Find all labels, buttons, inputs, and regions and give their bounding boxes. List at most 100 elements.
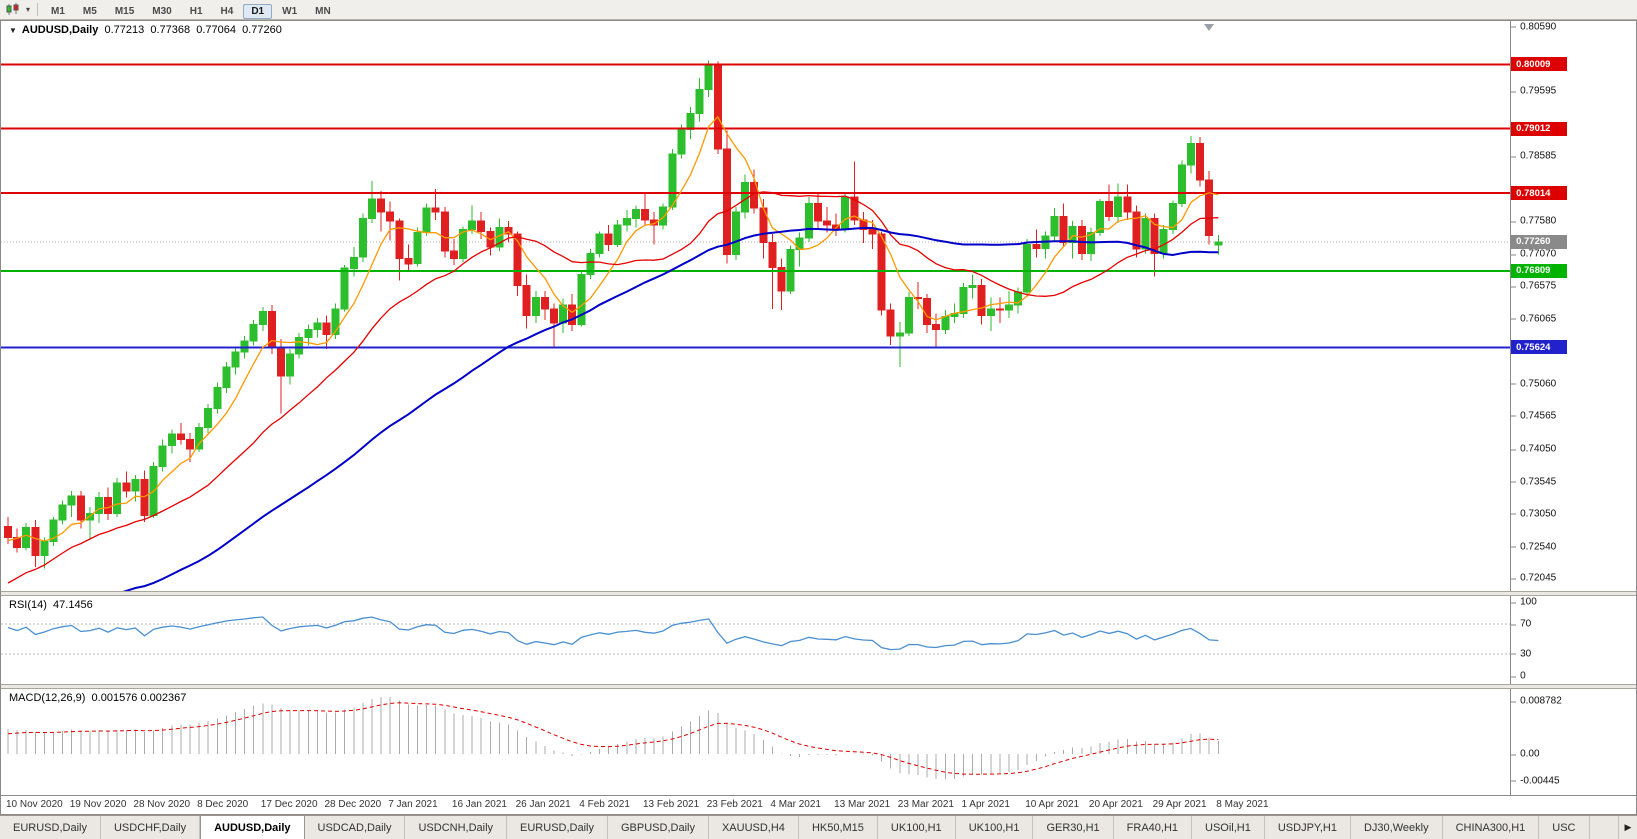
price-axis-label: 0.76575 xyxy=(1511,280,1557,292)
rsi-value: 47.1456 xyxy=(53,599,93,611)
chart-tab-usdcnh-daily[interactable]: USDCNH,Daily xyxy=(405,816,508,839)
macd-axis-label: 0.008782 xyxy=(1511,695,1562,707)
date-label: 4 Feb 2021 xyxy=(579,799,630,810)
time-axis: 10 Nov 2020 19 Nov 2020 28 Nov 2020 8 Dec 2… xyxy=(1,795,1636,814)
price-axis-label: 0.78585 xyxy=(1511,150,1557,162)
price-line-tag: 0.76809 xyxy=(1511,263,1568,278)
candlestick-chart-svg xyxy=(1,24,1511,591)
date-label: 19 Nov 2020 xyxy=(69,799,127,810)
chart-tab-usdcad-daily[interactable]: USDCAD,Daily xyxy=(304,816,406,839)
chart-tab-bar: EURUSD,Daily USDCHF,Daily AUDUSD,Daily USDC… xyxy=(0,815,1637,839)
date-label: 8 Dec 2020 xyxy=(197,799,249,810)
main-price-panel[interactable]: ▼ AUDUSD,Daily 0.77213 0.77368 0.77064 0.… xyxy=(1,21,1512,591)
date-label: 8 May 2021 xyxy=(1216,799,1269,810)
chart-tab-dj30-weekly[interactable]: DJ30,Weekly xyxy=(1350,816,1443,839)
panel-splitter[interactable] xyxy=(1,684,1636,689)
chart-symbol: AUDUSD,Daily xyxy=(21,24,99,36)
current-price-tag: 0.77260 xyxy=(1511,234,1568,249)
chart-tab-gbpusd-daily[interactable]: GBPUSD,Daily xyxy=(608,816,709,839)
rsi-label: RSI(14) 47.1456 xyxy=(9,599,93,611)
price-line-tag: 0.75624 xyxy=(1511,340,1568,355)
chart-type-icon[interactable] xyxy=(3,1,23,18)
price-axis-label: 0.72540 xyxy=(1511,541,1557,552)
price-axis-label: 0.77580 xyxy=(1511,215,1557,227)
date-label: 29 Apr 2021 xyxy=(1152,799,1207,810)
chart-title: ▼ AUDUSD,Daily 0.77213 0.77368 0.77064 0.… xyxy=(9,24,282,36)
price-line-tag: 0.80009 xyxy=(1511,57,1568,72)
timeframe-button-m30[interactable]: M30 xyxy=(152,5,172,17)
price-axis: 0.80590 0.79595 0.78585 0.77580 0.77070 0.765… xyxy=(1511,21,1636,591)
chart-tab-hk50-m15[interactable]: HK50,M15 xyxy=(798,816,878,839)
rsi-panel[interactable]: RSI(14) 47.1456 xyxy=(1,596,1512,684)
timeframe-button-w1[interactable]: W1 xyxy=(282,5,298,17)
chart-tab-eurusd-daily[interactable]: EURUSD,Daily xyxy=(0,816,101,839)
rsi-chart-svg xyxy=(1,616,1511,655)
chart-window: ▼ AUDUSD,Daily 0.77213 0.77368 0.77064 0.… xyxy=(0,20,1637,815)
price-axis-label: 0.79595 xyxy=(1511,85,1557,97)
chart-type-dropdown-icon[interactable]: ▾ xyxy=(26,5,31,14)
macd-panel[interactable]: MACD(12,26,9) 0.001576 0.002367 xyxy=(1,689,1512,795)
date-label: 23 Feb 2021 xyxy=(706,799,763,810)
price-axis-label: 0.75060 xyxy=(1511,378,1557,390)
rsi-axis-label: 70 xyxy=(1511,618,1532,630)
chart-tab-ger30-h1[interactable]: GER30,H1 xyxy=(1033,816,1114,839)
one-click-trading-icon[interactable]: ▼ xyxy=(9,26,17,35)
timeframe-button-m1[interactable]: M1 xyxy=(51,5,65,17)
date-label: 26 Jan 2021 xyxy=(515,799,571,810)
date-label: 13 Feb 2021 xyxy=(643,799,700,810)
date-label: 10 Apr 2021 xyxy=(1025,799,1080,810)
chart-tab-uk100-h1[interactable]: UK100,H1 xyxy=(955,816,1034,839)
ohlc-open: 0.77213 xyxy=(104,24,145,36)
chart-tab-uk100-h1[interactable]: UK100,H1 xyxy=(877,816,956,839)
chart-tab-usoil-h1[interactable]: USOil,H1 xyxy=(1192,816,1265,839)
chart-tab-china300-h1[interactable]: CHINA300,H1 xyxy=(1442,816,1540,839)
chart-tab-eurusd-daily[interactable]: EURUSD,Daily xyxy=(507,816,608,839)
timeframe-button-d1[interactable]: D1 xyxy=(243,3,273,19)
date-label: 16 Jan 2021 xyxy=(451,799,507,810)
rsi-axis: 100 70 30 0 xyxy=(1511,596,1636,684)
rsi-name: RSI(14) xyxy=(9,599,47,611)
price-line-tag: 0.78014 xyxy=(1511,186,1568,201)
tab-scroll-right-icon[interactable]: ▶ xyxy=(1618,816,1637,839)
date-label: 17 Dec 2020 xyxy=(260,799,318,810)
date-label: 28 Dec 2020 xyxy=(324,799,382,810)
price-axis-label: 0.76065 xyxy=(1511,313,1557,325)
price-axis-label: 0.73545 xyxy=(1511,476,1557,488)
chart-tab-usdchf-daily[interactable]: USDCHF,Daily xyxy=(100,816,201,839)
price-axis-label: 0.80590 xyxy=(1511,21,1557,33)
timeframe-button-m15[interactable]: M15 xyxy=(114,5,135,17)
toolbar-separator xyxy=(37,3,39,16)
price-axis-label: 0.77070 xyxy=(1511,248,1557,260)
chart-tab-usdjpy-h1[interactable]: USDJPY,H1 xyxy=(1264,816,1351,839)
chart-tab-usc[interactable]: USC xyxy=(1539,816,1590,839)
timeframe-button-mn[interactable]: MN xyxy=(315,5,331,17)
date-label: 20 Apr 2021 xyxy=(1088,799,1143,810)
date-label: 4 Mar 2021 xyxy=(770,799,821,810)
rsi-axis-label: 30 xyxy=(1511,648,1532,660)
date-label: 10 Nov 2020 xyxy=(6,799,63,810)
macd-chart-svg xyxy=(7,697,1219,780)
panel-splitter[interactable] xyxy=(1,591,1636,596)
macd-label: MACD(12,26,9) 0.001576 0.002367 xyxy=(9,692,187,704)
date-label: 28 Nov 2020 xyxy=(133,799,191,810)
date-label: 7 Jan 2021 xyxy=(388,799,438,810)
timeframe-button-h1[interactable]: H1 xyxy=(189,5,203,17)
timeframe-button-m5[interactable]: M5 xyxy=(82,5,97,17)
macd-axis: 0.008782 0.00 -0.00445 xyxy=(1511,689,1636,795)
ohlc-close: 0.77260 xyxy=(242,24,282,36)
macd-axis-label: 0.00 xyxy=(1511,748,1540,760)
chart-tab-audusd-daily[interactable]: AUDUSD,Daily xyxy=(200,816,305,839)
price-axis-label: 0.73050 xyxy=(1511,508,1557,519)
candlestick-chart-icon xyxy=(6,3,19,15)
macd-axis-label: -0.00445 xyxy=(1511,775,1560,787)
macd-value: 0.001576 0.002367 xyxy=(91,692,187,704)
price-line-tag: 0.79012 xyxy=(1511,121,1568,136)
date-label: 23 Mar 2021 xyxy=(897,799,954,810)
rsi-axis-label: 100 xyxy=(1511,596,1537,608)
chart-tab-fra40-h1[interactable]: FRA40,H1 xyxy=(1113,816,1193,839)
chart-tab-xauusd-h4[interactable]: XAUUSD,H4 xyxy=(708,816,799,839)
timeframe-button-h4[interactable]: H4 xyxy=(220,5,234,17)
date-label: 13 Mar 2021 xyxy=(834,799,891,810)
timeframe-buttons: M1 M5 M15 M30 H1 H4 D1 W1 MN xyxy=(42,1,340,19)
price-axis-label: 0.74565 xyxy=(1511,410,1557,422)
